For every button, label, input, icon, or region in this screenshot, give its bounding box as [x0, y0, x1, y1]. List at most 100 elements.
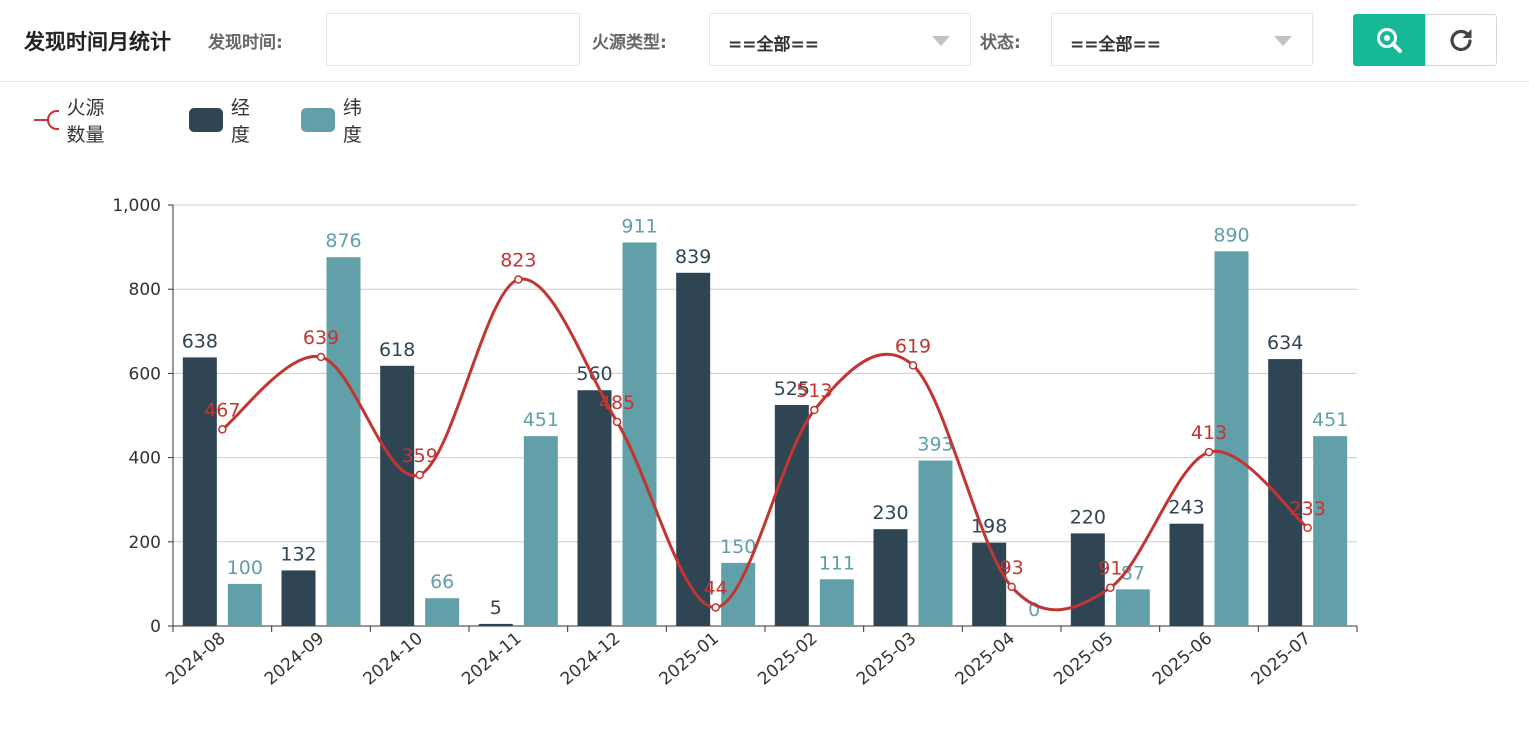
- x-tick-label: 2024-08: [162, 629, 229, 690]
- bar: [1070, 533, 1105, 626]
- bar: [281, 570, 316, 626]
- refresh-icon: [1450, 29, 1472, 52]
- line-label: 639: [303, 327, 339, 349]
- bar: [227, 583, 262, 626]
- time-input[interactable]: [326, 13, 580, 66]
- x-tick-label: 2024-12: [557, 629, 624, 690]
- y-tick-label: 1,000: [112, 196, 161, 216]
- line-label: 93: [1000, 557, 1024, 579]
- filter-toolbar: 发现时间月统计 发现时间: 火源类型: ==全部== 状态: ==全部==: [0, 0, 1529, 82]
- line-label: 467: [204, 399, 240, 421]
- bar-label: 618: [379, 339, 415, 361]
- bar-label: 451: [1312, 409, 1348, 431]
- bar-label: 451: [523, 409, 559, 431]
- x-tick-label: 2024-09: [261, 629, 328, 690]
- line-point: [1007, 582, 1016, 592]
- bar-label: 525: [774, 378, 810, 400]
- line-point: [711, 603, 720, 612]
- bar: [425, 598, 460, 626]
- bar: [577, 390, 612, 626]
- bar-label: 132: [280, 543, 316, 565]
- bar-label: 890: [1213, 224, 1249, 246]
- x-tick-label: 2025-04: [952, 629, 1019, 690]
- search-icon: [1377, 28, 1402, 53]
- bar: [1169, 523, 1204, 626]
- chevron-down-icon: [932, 36, 950, 46]
- y-tick-label: 0: [150, 617, 161, 637]
- line-point: [415, 470, 424, 480]
- bar: [721, 562, 756, 626]
- legend-item-fire-count[interactable]: 火源数量: [34, 97, 107, 146]
- line-point: [316, 352, 326, 362]
- x-tick-label: 2025-07: [1248, 629, 1315, 690]
- line-point: [1303, 523, 1312, 533]
- chevron-down-icon: [1274, 36, 1292, 46]
- x-tick-label: 2024-11: [458, 629, 525, 690]
- bar-label: 111: [819, 552, 855, 574]
- line-label: 413: [1191, 422, 1227, 444]
- line-point: [810, 405, 819, 415]
- bar: [972, 542, 1007, 626]
- legend-swatch: [301, 108, 335, 132]
- bar: [873, 529, 908, 626]
- bar-label: 638: [182, 330, 218, 352]
- line-label: 485: [599, 392, 635, 414]
- y-tick-label: 800: [129, 280, 161, 300]
- legend-label: 经度: [230, 97, 250, 146]
- y-tick-label: 600: [129, 364, 161, 384]
- line-label: 91: [1098, 558, 1122, 580]
- legend-line-icon: [34, 110, 59, 130]
- bar: [819, 579, 854, 626]
- line-label: 233: [1290, 498, 1326, 520]
- x-tick-label: 2025-02: [754, 629, 821, 690]
- bar: [774, 404, 809, 626]
- x-tick-label: 2025-01: [656, 629, 723, 690]
- bar-label: 87: [1121, 562, 1145, 584]
- bar: [622, 242, 657, 626]
- line-point: [218, 425, 227, 434]
- status-label: 状态:: [980, 33, 1021, 53]
- bar: [380, 365, 415, 626]
- line-label: 619: [895, 335, 931, 357]
- search-button[interactable]: [1353, 14, 1425, 66]
- line-label: 513: [796, 380, 832, 402]
- legend-item-latitude[interactable]: 纬度: [301, 97, 372, 146]
- bar-label: 198: [971, 516, 1007, 538]
- bar: [523, 436, 558, 626]
- bar-label: 100: [227, 557, 263, 579]
- x-tick-label: 2025-03: [853, 629, 920, 690]
- bar-label: 839: [675, 246, 711, 268]
- x-tick-label: 2024-10: [360, 629, 427, 690]
- source-type-value: ==全部==: [728, 35, 819, 55]
- bar: [182, 357, 217, 626]
- bar: [1115, 589, 1150, 626]
- y-tick-label: 200: [129, 533, 161, 553]
- chart-plot: 0 200 400 600 800 1,000 2024-08 2024-09 2024-10 2…: [112, 196, 1358, 690]
- status-select[interactable]: ==全部==: [1051, 13, 1313, 66]
- bar-label: 150: [720, 536, 756, 558]
- bar-label: 876: [325, 230, 361, 252]
- bar-label: 243: [1168, 497, 1204, 519]
- bar-label: 5: [490, 597, 502, 619]
- line-label: 44: [704, 577, 728, 599]
- legend-item-longitude[interactable]: 经度: [189, 97, 260, 146]
- line-point: [612, 417, 622, 427]
- source-type-label: 火源类型:: [592, 33, 667, 53]
- bar-label: 634: [1267, 332, 1303, 354]
- bar-label: 560: [576, 363, 612, 385]
- bar-label: 911: [621, 215, 657, 237]
- refresh-button[interactable]: [1425, 14, 1497, 66]
- legend-label: 纬度: [342, 97, 362, 146]
- legend-label: 火源数量: [66, 97, 105, 146]
- legend-swatch: [189, 108, 223, 132]
- bar: [918, 460, 953, 626]
- page-title: 发现时间月统计: [24, 30, 171, 54]
- source-type-select[interactable]: ==全部==: [709, 13, 971, 66]
- y-tick-label: 400: [129, 449, 161, 469]
- bar: [1313, 436, 1348, 626]
- time-label: 发现时间:: [208, 33, 283, 53]
- x-tick-label: 2025-05: [1050, 629, 1117, 690]
- bar-label: 230: [872, 502, 908, 524]
- bar: [326, 257, 361, 626]
- line-label: 359: [402, 445, 438, 467]
